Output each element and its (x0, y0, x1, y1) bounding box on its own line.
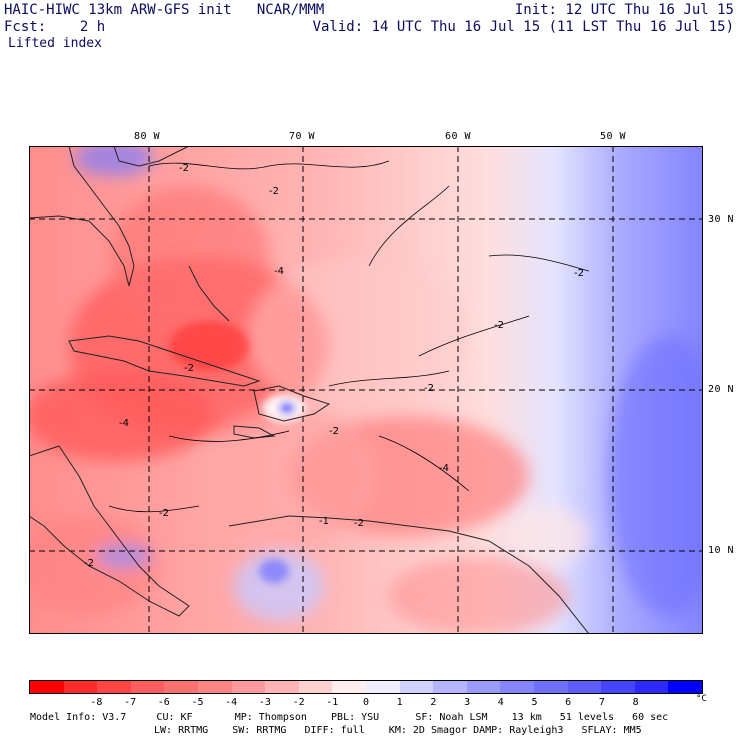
colorbar-swatch (634, 681, 669, 693)
lon-label-80w: 80 W (134, 131, 161, 142)
colorbar-tick-label: 6 (565, 697, 572, 708)
colorbar-swatch (466, 681, 501, 693)
valid-time: Valid: 14 UTC Thu 16 Jul 15 (11 LST Thu … (312, 19, 734, 35)
colorbar-unit: °C (696, 694, 707, 704)
colorbar-tick-label: -5 (191, 697, 204, 708)
model-info-line2: LW: RRTMG SW: RRTMG DIFF: full KM: 2D Sm… (154, 725, 642, 736)
forecast-hour: Fcst: 2 h (4, 19, 106, 35)
contour-label: -4 (274, 266, 284, 277)
colorbar-tick-label: -2 (292, 697, 305, 708)
contour-label: -2 (329, 426, 339, 437)
colorbar-swatch (97, 681, 131, 693)
contour-lines (108, 160, 590, 513)
contour-label: -2 (159, 508, 169, 519)
init-time: Init: 12 UTC Thu 16 Jul 15 (514, 2, 734, 18)
colorbar-swatch (298, 681, 333, 693)
contour-label: -2 (179, 163, 189, 174)
colorbar-swatch (231, 681, 266, 693)
colorbar-tick-label: 3 (464, 697, 471, 708)
contour-label: -2 (424, 383, 434, 394)
colorbar-tick-label: 5 (531, 697, 538, 708)
colorbar-swatch (30, 681, 64, 693)
contour-label-group: -2 -2 -2 -2 -2 -2 -2 -2 -4 -4 -4 -2 -1 -… (84, 163, 584, 569)
colorbar-tick-label: 4 (497, 697, 504, 708)
colorbar-swatch (63, 681, 98, 693)
lon-label-50w: 50 W (600, 131, 627, 142)
instability-shading (29, 146, 703, 634)
contour-label: -4 (119, 418, 129, 429)
contour-label: -1 (319, 516, 329, 527)
colorbar-tick-label: -3 (258, 697, 271, 708)
contour-label: -2 (269, 186, 279, 197)
lon-label-60w: 60 W (445, 131, 472, 142)
colorbar-tick-label: -6 (157, 697, 170, 708)
colorbar-swatch (500, 681, 534, 693)
contour-label: -2 (84, 558, 94, 569)
colorbar-tick-label: -8 (90, 697, 103, 708)
field-name: Lifted index (8, 36, 102, 51)
colorbar-swatch (533, 681, 568, 693)
model-info-line1: Model Info: V3.7 CU: KF MP: Thompson PBL… (30, 712, 669, 723)
colorbar-swatch (197, 681, 232, 693)
map-title: HAIC-HIWC 13km ARW-GFS init NCAR/MMM (4, 2, 325, 18)
colorbar-swatch (130, 681, 165, 693)
colorbar-swatch (567, 681, 602, 693)
colorbar-swatch (668, 681, 702, 693)
contour-label: -2 (574, 268, 584, 279)
colorbar-tick-label: 1 (396, 697, 403, 708)
lat-lon-grid (29, 146, 703, 634)
lat-label-30n: 30 N (708, 214, 735, 225)
lat-label-20n: 20 N (708, 384, 735, 395)
colorbar-swatch (601, 681, 635, 693)
coastlines (29, 146, 590, 634)
colorbar-tick-label: 7 (598, 697, 605, 708)
contour-label: -2 (354, 518, 364, 529)
map-frame (29, 146, 703, 634)
colorbar (29, 680, 703, 694)
contour-label: -2 (494, 320, 504, 331)
colorbar-tick-label: 8 (632, 697, 639, 708)
colorbar-tick-label: -7 (124, 697, 137, 708)
colorbar-tick-label: 2 (430, 697, 437, 708)
convective-cores (169, 321, 306, 583)
contour-label: -4 (439, 463, 449, 474)
colorbar-swatch (399, 681, 434, 693)
colorbar-swatch (265, 681, 299, 693)
lat-label-10n: 10 N (708, 545, 735, 556)
colorbar-swatch (164, 681, 198, 693)
colorbar-swatch (433, 681, 467, 693)
colorbar-tick-label: 0 (362, 697, 370, 708)
colorbar-swatch (332, 681, 366, 693)
contour-label: -2 (184, 363, 194, 374)
colorbar-tick-label: -1 (326, 697, 339, 708)
colorbar-tick-label: -4 (225, 697, 238, 708)
lon-label-70w: 70 W (289, 131, 316, 142)
lifted-index-map: -2 -2 -2 -2 -2 -2 -2 -2 -4 -4 -4 -2 -1 -… (29, 146, 703, 634)
colorbar-swatch (365, 681, 400, 693)
